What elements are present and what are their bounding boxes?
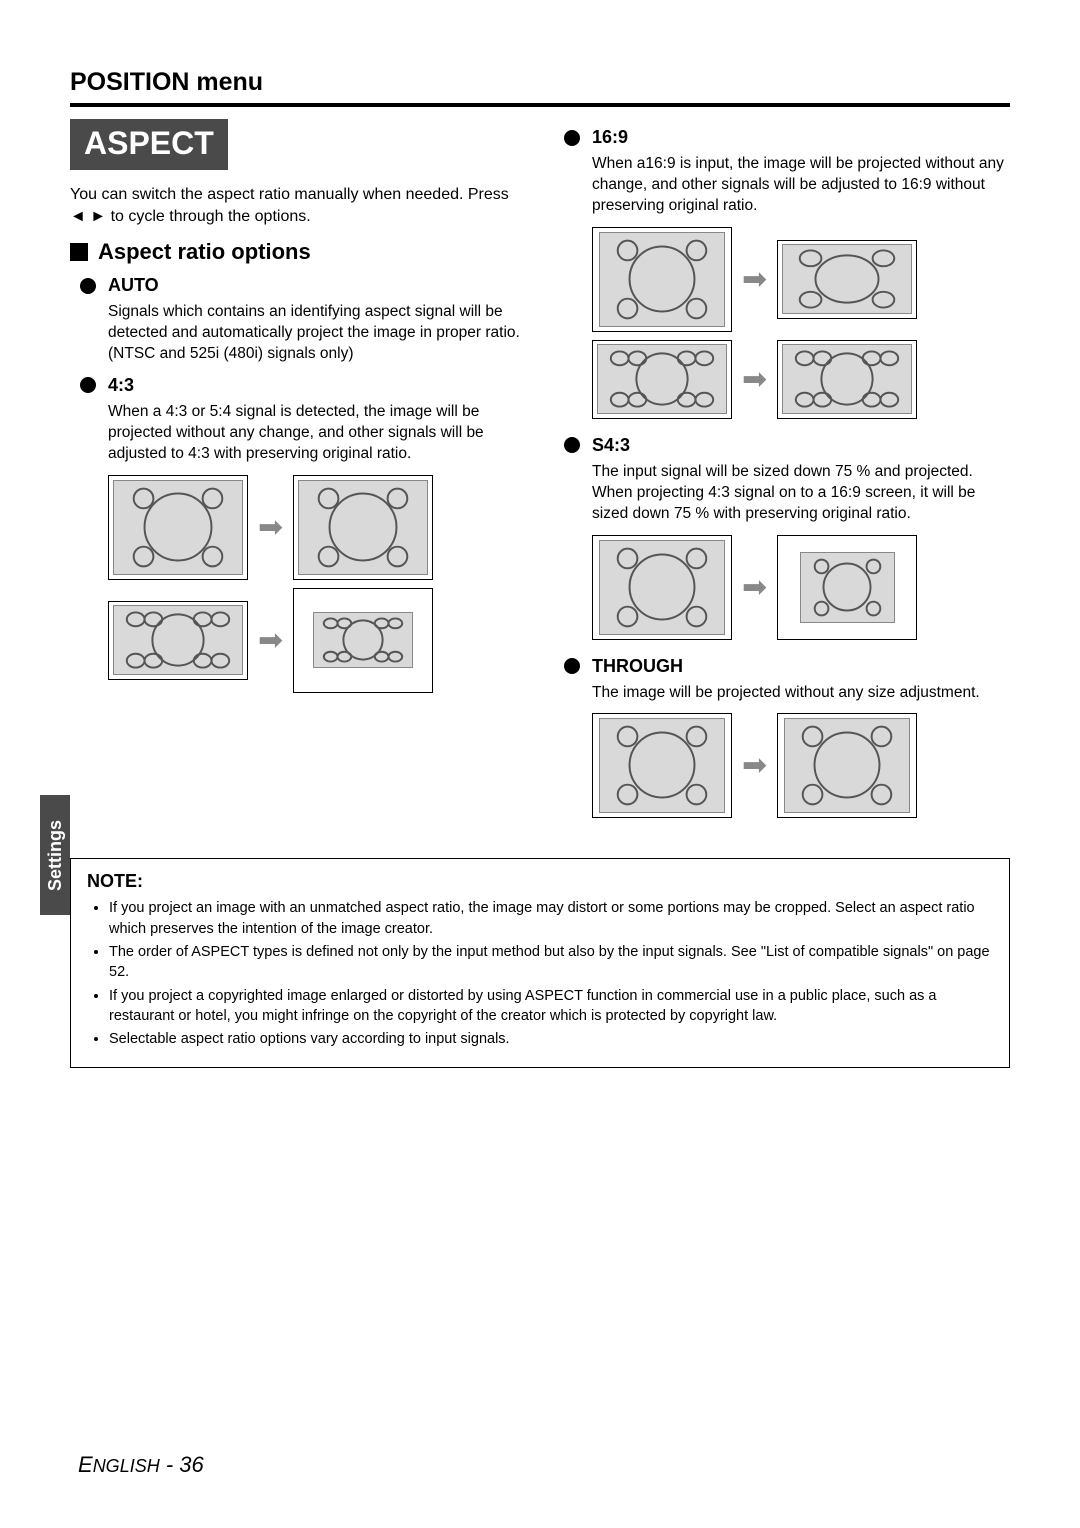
bullet-icon — [564, 658, 580, 674]
option-body-s43: The input signal will be sized down 75 %… — [592, 462, 1010, 525]
sub-heading-aspect-options: Aspect ratio options — [70, 239, 526, 265]
bullet-icon — [564, 130, 580, 146]
option-heading-43: 4:3 — [80, 375, 526, 396]
divider — [70, 103, 1010, 107]
menu-title: POSITION menu — [70, 68, 1010, 97]
content-columns: ASPECT You can switch the aspect ratio m… — [70, 119, 1010, 834]
option-heading-through: THROUGH — [564, 656, 1010, 677]
left-column: ASPECT You can switch the aspect ratio m… — [70, 119, 526, 834]
pattern-43-icon — [299, 480, 427, 575]
pattern-169-icon — [598, 344, 726, 414]
note-item: If you project a copyrighted image enlar… — [109, 986, 993, 1027]
pattern-43-icon — [600, 540, 724, 635]
note-title: NOTE: — [87, 871, 993, 892]
note-box: NOTE: If you project an image with an un… — [70, 858, 1010, 1067]
note-item: Selectable aspect ratio options vary acc… — [109, 1029, 993, 1049]
diagram-s43: ➡ — [592, 535, 1010, 640]
option-title: S4:3 — [592, 435, 630, 456]
option-title: 4:3 — [108, 375, 134, 396]
option-heading-169: 16:9 — [564, 127, 1010, 148]
arrow-right-icon: ➡ — [258, 623, 283, 658]
diagram-43: ➡ — [108, 475, 526, 693]
bullet-icon — [80, 278, 96, 294]
pattern-43-icon — [600, 232, 724, 327]
arrow-right-icon: ➡ — [258, 510, 283, 545]
note-list: If you project an image with an unmatche… — [87, 898, 993, 1049]
arrow-right-icon: ➡ — [742, 262, 767, 297]
screen-after — [293, 475, 433, 580]
pattern-43-stretched-icon — [783, 244, 911, 314]
right-column: 16:9 When a16:9 is input, the image will… — [554, 119, 1010, 834]
screen-before — [592, 713, 732, 818]
screen-before — [592, 340, 732, 419]
page-number: 36 — [179, 1452, 203, 1477]
screen-before — [108, 475, 248, 580]
arrow-right-icon: ➡ — [742, 362, 767, 397]
option-title: THROUGH — [592, 656, 683, 677]
bullet-icon — [564, 437, 580, 453]
option-title: AUTO — [108, 275, 159, 296]
pattern-169-icon — [314, 612, 412, 668]
note-item: The order of ASPECT types is defined not… — [109, 942, 993, 983]
arrow-right-icon: ➡ — [742, 570, 767, 605]
screen-after — [777, 713, 917, 818]
screen-after — [777, 340, 917, 419]
option-heading-s43: S4:3 — [564, 435, 1010, 456]
screen-before — [592, 227, 732, 332]
option-body-169: When a16:9 is input, the image will be p… — [592, 154, 1010, 217]
screen-after — [777, 240, 917, 319]
pattern-43-small-icon — [801, 552, 894, 623]
screen-before — [592, 535, 732, 640]
option-title: 16:9 — [592, 127, 628, 148]
square-bullet-icon — [70, 243, 88, 261]
pattern-43-icon — [785, 718, 909, 813]
pattern-43-icon — [114, 480, 242, 575]
option-body-auto: Signals which contains an identifying as… — [108, 302, 526, 365]
section-title-aspect: ASPECT — [70, 119, 228, 170]
pattern-43-icon — [600, 718, 724, 813]
diagram-through: ➡ — [592, 713, 1010, 818]
note-item: If you project an image with an unmatche… — [109, 898, 993, 939]
diagram-169: ➡ — [592, 227, 1010, 419]
side-tab-settings: Settings — [40, 795, 70, 915]
intro-text: You can switch the aspect ratio manually… — [70, 184, 526, 227]
sub-heading-label: Aspect ratio options — [98, 239, 311, 265]
footer: ENGLISH - 36 — [78, 1452, 204, 1478]
pattern-169-icon — [114, 605, 242, 675]
option-body-43: When a 4:3 or 5:4 signal is detected, th… — [108, 402, 526, 465]
option-heading-auto: AUTO — [80, 275, 526, 296]
arrow-right-icon: ➡ — [742, 748, 767, 783]
screen-after — [777, 535, 917, 640]
pattern-169-icon — [783, 344, 911, 414]
screen-before — [108, 601, 248, 680]
option-body-through: The image will be projected without any … — [592, 683, 1010, 704]
screen-after — [293, 588, 433, 693]
bullet-icon — [80, 377, 96, 393]
